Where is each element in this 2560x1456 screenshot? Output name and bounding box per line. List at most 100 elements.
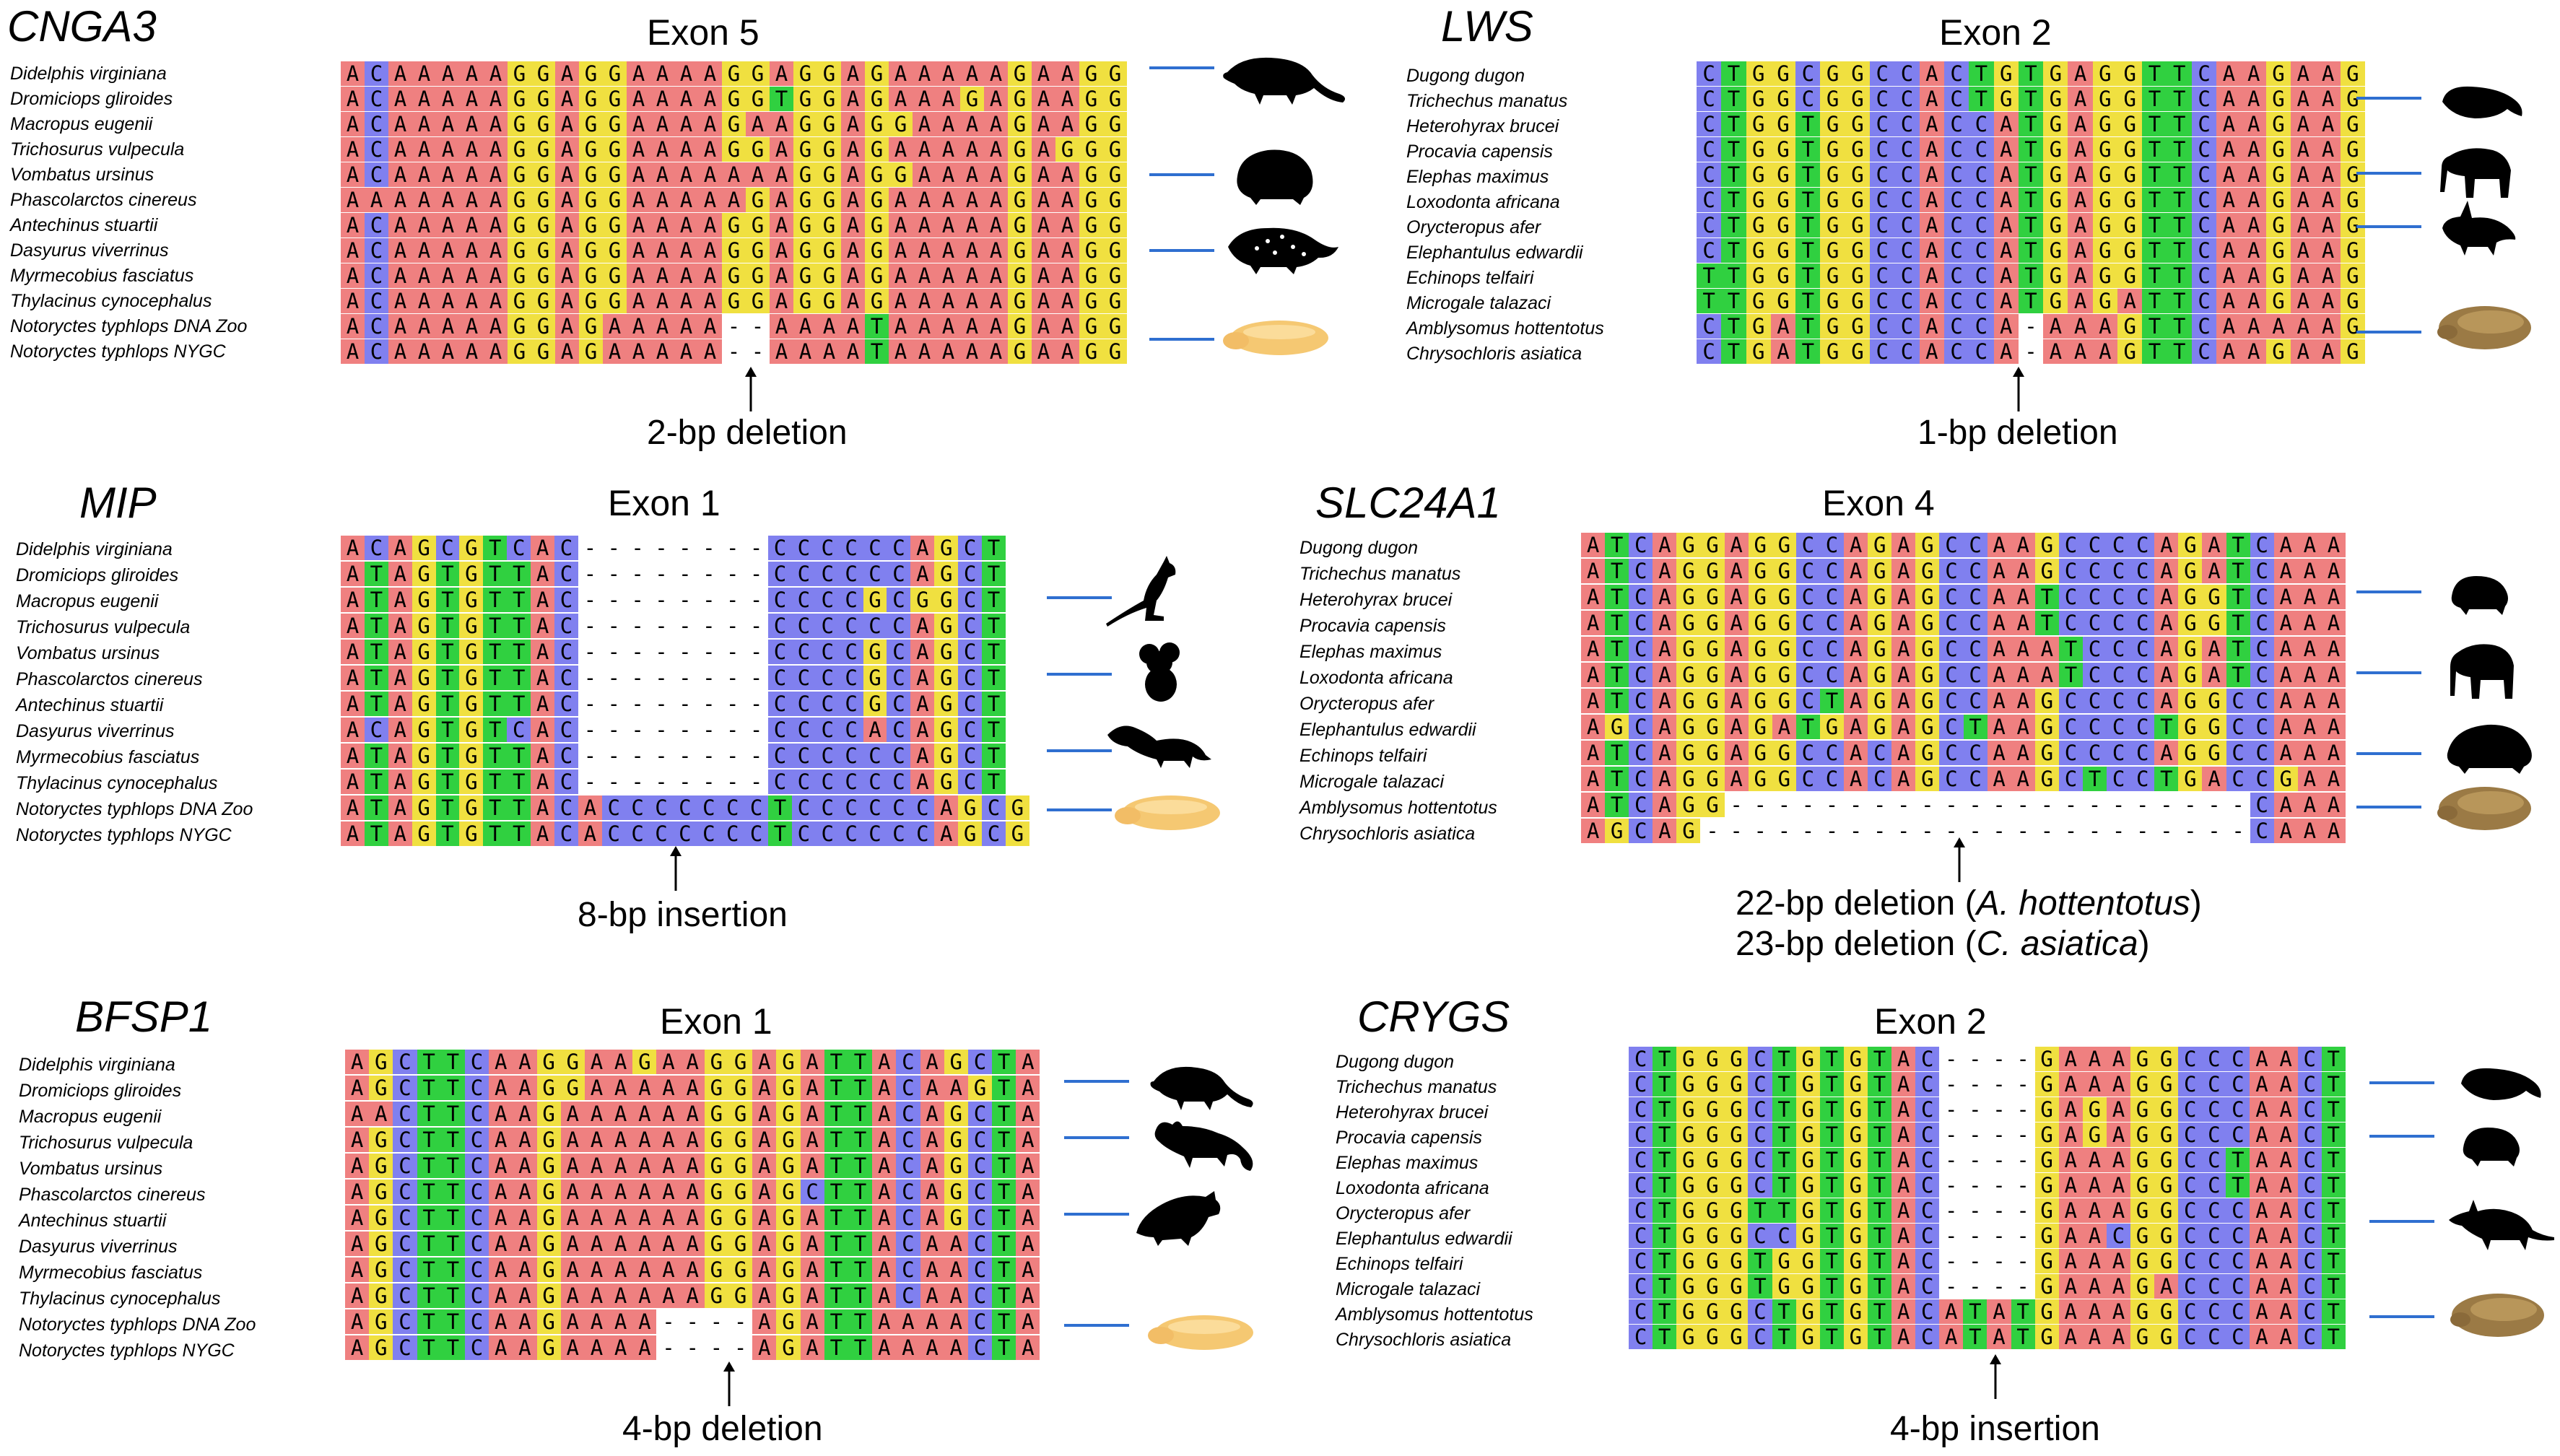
- nucleotide-cell: G: [2340, 112, 2366, 136]
- nucleotide-cell: G: [1746, 162, 1771, 187]
- nucleotide-cell: G: [2034, 1325, 2059, 1349]
- nucleotide-cell: A: [341, 614, 365, 638]
- nucleotide-cell: T: [1653, 1198, 1677, 1223]
- nucleotide-cell: G: [1005, 795, 1029, 820]
- nucleotide-cell: T: [2167, 339, 2192, 364]
- nucleotide-cell: C: [768, 640, 792, 664]
- nucleotide-cell: A: [2058, 1097, 2083, 1122]
- nucleotide-cell: A: [2321, 637, 2346, 661]
- nucleotide-cell: C: [958, 666, 983, 690]
- species-label: Loxodonta africana: [1336, 1178, 1489, 1198]
- nucleotide-cell: A: [936, 238, 960, 263]
- nucleotide-cell: C: [1870, 213, 1895, 237]
- nucleotide-cell: A: [1993, 112, 2019, 136]
- nucleotide-cell: A: [960, 112, 984, 136]
- nucleotide-cell: T: [2154, 715, 2179, 739]
- species-label: Procavia capensis: [1299, 616, 1446, 636]
- nucleotide-cell: A: [341, 821, 365, 846]
- nucleotide-cell: A: [1724, 767, 1749, 791]
- nucleotide-cell: A: [1724, 741, 1749, 765]
- nucleotide-cell: A: [2321, 767, 2346, 791]
- nucleotide-cell: T: [1653, 1249, 1677, 1273]
- nucleotide-cell: A: [2315, 339, 2341, 364]
- gap-cell: -: [726, 692, 739, 716]
- nucleotide-cell: C: [1943, 162, 1969, 187]
- exon-label: Exon 2: [1939, 12, 2052, 53]
- nucleotide-cell: T: [1969, 87, 1994, 111]
- species-label: Myrmecobius fasciatus: [19, 1263, 203, 1283]
- nucleotide-cell: A: [341, 137, 365, 162]
- nucleotide-cell: T: [1721, 61, 1746, 86]
- nucleotide-cell: A: [1770, 339, 1796, 364]
- gap-cell: -: [2232, 819, 2245, 843]
- nucleotide-cell: G: [531, 263, 555, 288]
- nucleotide-cell: G: [459, 588, 484, 612]
- gap-cell: -: [2064, 793, 2078, 817]
- nucleotide-cell: T: [2167, 289, 2192, 313]
- gap-cell: -: [631, 588, 644, 612]
- gap-cell: -: [727, 339, 741, 364]
- nucleotide-cell: A: [752, 1257, 777, 1282]
- nucleotide-cell: A: [1016, 1102, 1040, 1126]
- gap-cell: -: [702, 588, 715, 612]
- nucleotide-cell: A: [388, 238, 412, 263]
- nucleotide-cell: A: [388, 137, 412, 162]
- nucleotide-cell: C: [791, 770, 816, 794]
- nucleotide-cell: A: [584, 1154, 609, 1178]
- nucleotide-cell: G: [817, 238, 841, 263]
- nucleotide-cell: A: [650, 61, 674, 86]
- nucleotide-cell: C: [2058, 559, 2083, 583]
- nucleotide-cell: G: [1772, 611, 1796, 635]
- species-label: Didelphis virginiana: [10, 64, 167, 84]
- gap-cell: -: [1945, 1198, 1958, 1223]
- nucleotide-cell: G: [704, 1154, 728, 1178]
- nucleotide-cell: G: [2340, 238, 2366, 263]
- nucleotide-cell: T: [2226, 663, 2250, 687]
- nucleotide-cell: G: [1103, 162, 1127, 187]
- nucleotide-cell: G: [1845, 112, 1871, 136]
- nucleotide-cell: C: [2202, 1224, 2226, 1248]
- nucleotide-cell: A: [2291, 137, 2316, 162]
- nucleotide-cell: G: [1820, 137, 1845, 162]
- species-label: Amblysomus hottentotus: [1406, 318, 1604, 339]
- nucleotide-cell: C: [815, 692, 840, 716]
- nucleotide-cell: A: [2291, 112, 2316, 136]
- nucleotide-cell: G: [817, 112, 841, 136]
- gap-cell: -: [1777, 793, 1791, 817]
- nucleotide-cell: A: [2241, 213, 2266, 237]
- gap-cell: -: [655, 536, 668, 560]
- nucleotide-cell: G: [1008, 238, 1032, 263]
- nucleotide-cell: A: [960, 289, 984, 313]
- nucleotide-cell: C: [2178, 1325, 2203, 1349]
- nucleotide-cell: C: [768, 770, 792, 794]
- nucleotide-cell: T: [1819, 1325, 1844, 1349]
- nucleotide-cell: G: [1103, 87, 1127, 111]
- nucleotide-cell: T: [417, 1335, 441, 1360]
- nucleotide-cell: C: [2058, 689, 2083, 713]
- nucleotide-cell: G: [536, 1076, 561, 1100]
- nucleotide-cell: G: [459, 718, 484, 742]
- nucleotide-cell: C: [2107, 715, 2131, 739]
- nucleotide-cell: G: [2043, 137, 2068, 162]
- nucleotide-cell: A: [1055, 238, 1079, 263]
- gap-cell: -: [1921, 819, 1934, 843]
- nucleotide-cell: G: [1915, 611, 1940, 635]
- nucleotide-cell: A: [388, 188, 412, 212]
- nucleotide-cell: G: [722, 289, 746, 313]
- nucleotide-cell: G: [1770, 188, 1796, 212]
- nucleotide-cell: C: [1943, 112, 1969, 136]
- nucleotide-cell: G: [579, 87, 603, 111]
- nucleotide-cell: A: [2273, 1173, 2298, 1198]
- nucleotide-cell: G: [369, 1128, 393, 1152]
- nucleotide-cell: A: [2297, 637, 2322, 661]
- nucleotide-cell: A: [872, 1154, 897, 1178]
- nucleotide-cell: C: [2297, 1122, 2322, 1147]
- nucleotide-cell: C: [1894, 238, 1920, 263]
- nucleotide-cell: T: [2011, 1299, 2035, 1324]
- nucleotide-cell: C: [1939, 715, 1964, 739]
- nucleotide-cell: C: [2250, 637, 2274, 661]
